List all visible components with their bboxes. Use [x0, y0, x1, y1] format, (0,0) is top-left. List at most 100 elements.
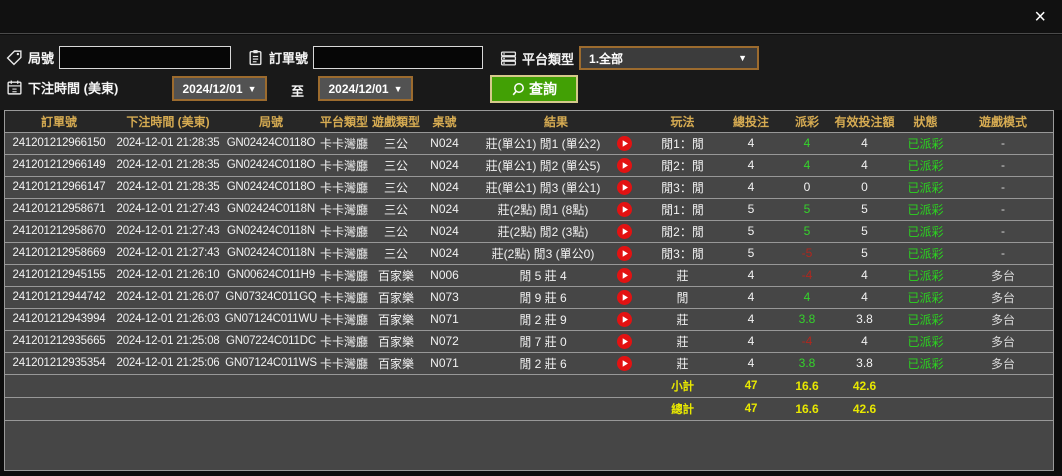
- date-to-picker[interactable]: 2024/12/01 ▼: [318, 76, 413, 101]
- cell-order-no: 241201212935354: [12, 357, 106, 369]
- total-valid-bet: 42.6: [852, 401, 877, 416]
- play-icon[interactable]: [617, 245, 632, 261]
- cell-platform: 卡卡灣廳: [320, 158, 369, 173]
- cell-game-type: 百家樂: [377, 290, 414, 305]
- result-text: 莊(單公1) 閒3 (單公1): [485, 180, 601, 195]
- cell-result: 閒 7 莊 0: [466, 330, 646, 352]
- cell-bet-time: 2024-12-01 21:28:35: [116, 181, 220, 193]
- cell-order-no: 241201212958669: [12, 247, 106, 259]
- play-icon[interactable]: [617, 135, 632, 151]
- play-icon[interactable]: [617, 311, 632, 327]
- result-text: 莊(單公1) 閒2 (單公5): [485, 158, 601, 173]
- cell-valid-bet: 4: [861, 158, 868, 172]
- cell-status: 已派彩: [907, 312, 944, 327]
- cell-total-bet: 5: [747, 224, 755, 238]
- cell-result: 閒 5 莊 4: [466, 264, 646, 286]
- cell-payout: 4: [803, 158, 811, 172]
- cell-play-type: 莊: [676, 268, 689, 283]
- table-row: 241201212958670 2024-12-01 21:27:43 GN02…: [5, 220, 1053, 242]
- play-icon[interactable]: [617, 333, 632, 349]
- date-from-picker[interactable]: 2024/12/01 ▼: [172, 76, 267, 101]
- cell-game-mode: 多台: [990, 290, 1015, 305]
- cell-status: 已派彩: [907, 180, 944, 195]
- platform-type-value: 1.全部: [589, 51, 624, 66]
- cell-game-type: 三公: [383, 158, 408, 173]
- play-icon[interactable]: [617, 201, 632, 217]
- cell-round-no: GN07124C011WU: [224, 313, 318, 325]
- cell-platform: 卡卡灣廳: [320, 334, 369, 349]
- search-button[interactable]: 查詢: [490, 75, 578, 103]
- cell-game-type: 百家樂: [377, 334, 414, 349]
- cell-payout: 3.8: [798, 312, 816, 326]
- cell-result: 莊(2點) 閒1 (8點): [466, 198, 646, 220]
- cell-order-no: 241201212935665: [12, 335, 106, 347]
- cell-total-bet: 5: [747, 246, 755, 260]
- cell-order-no: 241201212958670: [12, 225, 106, 237]
- header-total-bet: 總投注: [732, 114, 769, 129]
- cell-bet-time: 2024-12-01 21:25:06: [116, 357, 220, 369]
- play-icon[interactable]: [617, 267, 632, 283]
- table-row: 241201212945155 2024-12-01 21:26:10 GN00…: [5, 264, 1053, 286]
- header-status: 狀態: [913, 114, 938, 129]
- cell-status: 已派彩: [907, 268, 944, 283]
- total-payout: 16.6: [795, 401, 819, 416]
- cell-result: 莊(2點) 閒3 (單公0): [466, 242, 646, 264]
- cell-play-type: 莊: [676, 356, 689, 371]
- order-no-input[interactable]: [313, 46, 484, 69]
- cell-game-mode: 多台: [990, 356, 1015, 371]
- cell-total-bet: 4: [747, 312, 755, 326]
- cell-game-type: 三公: [383, 180, 408, 195]
- cell-platform: 卡卡灣廳: [320, 202, 369, 217]
- cell-platform: 卡卡灣廳: [320, 290, 369, 305]
- cell-result: 莊(單公1) 閒3 (單公1): [466, 176, 646, 198]
- result-text: 莊(2點) 閒2 (3點): [497, 224, 589, 239]
- subtotal-row: 小計 47 16.6 42.6: [5, 374, 1053, 397]
- cell-round-no: GN00624C011H9: [227, 269, 315, 281]
- cell-play-type: 莊: [676, 334, 689, 349]
- play-icon[interactable]: [617, 355, 632, 371]
- cell-total-bet: 4: [747, 136, 755, 150]
- result-text: 閒 5 莊 4: [519, 268, 567, 283]
- cell-game-mode: -: [1001, 224, 1005, 238]
- play-icon[interactable]: [617, 223, 632, 239]
- date-from-value: 2024/12/01: [182, 81, 243, 96]
- close-icon[interactable]: ×: [1034, 6, 1046, 28]
- cell-payout: 5: [803, 202, 811, 216]
- cell-order-no: 241201212943994: [12, 313, 106, 325]
- cell-table-no: N024: [430, 202, 459, 216]
- play-icon[interactable]: [617, 157, 632, 173]
- table-row: 241201212958671 2024-12-01 21:27:43 GN02…: [5, 198, 1053, 220]
- cell-table-no: N024: [430, 246, 459, 260]
- cell-play-type: 莊: [676, 312, 689, 327]
- cell-round-no: GN07224C011DC: [226, 335, 316, 347]
- cell-game-type: 百家樂: [377, 268, 414, 283]
- play-icon[interactable]: [617, 289, 632, 305]
- cell-game-mode: -: [1001, 136, 1005, 150]
- platform-type-field: 平台類型 1.全部 ▼: [500, 46, 760, 70]
- cell-payout: 4: [803, 136, 811, 150]
- cell-bet-time: 2024-12-01 21:27:43: [116, 247, 220, 259]
- total-total-bet: 47: [744, 402, 758, 415]
- order-no-label: 訂單號: [269, 51, 309, 66]
- cell-platform: 卡卡灣廳: [320, 312, 369, 327]
- cell-game-mode: 多台: [990, 334, 1015, 349]
- cell-order-no: 241201212958671: [12, 203, 106, 215]
- cell-round-no: GN02424C0118O: [226, 181, 316, 193]
- round-no-input[interactable]: [59, 46, 232, 69]
- cell-status: 已派彩: [907, 334, 944, 349]
- platform-type-select[interactable]: 1.全部 ▼: [579, 46, 760, 70]
- cell-game-type: 百家樂: [377, 356, 414, 371]
- subtotal-valid-bet: 42.6: [852, 378, 877, 393]
- platform-type-label: 平台類型: [522, 51, 575, 67]
- header-platform: 平台類型: [319, 114, 368, 129]
- cell-total-bet: 4: [747, 268, 755, 282]
- subtotal-payout: 16.6: [795, 378, 819, 393]
- cell-status: 已派彩: [907, 202, 944, 217]
- play-icon[interactable]: [617, 179, 632, 195]
- header-bet-time: 下注時間 (美東): [126, 114, 210, 129]
- cell-valid-bet: 4: [861, 136, 868, 150]
- cell-status: 已派彩: [907, 246, 944, 261]
- filter-panel: 局號 訂單號 平台類型 1.全部 ▼ 下注時間 (美東) 2024/12/01 …: [0, 35, 1062, 110]
- cell-platform: 卡卡灣廳: [320, 356, 369, 371]
- cell-valid-bet: 4: [861, 268, 868, 282]
